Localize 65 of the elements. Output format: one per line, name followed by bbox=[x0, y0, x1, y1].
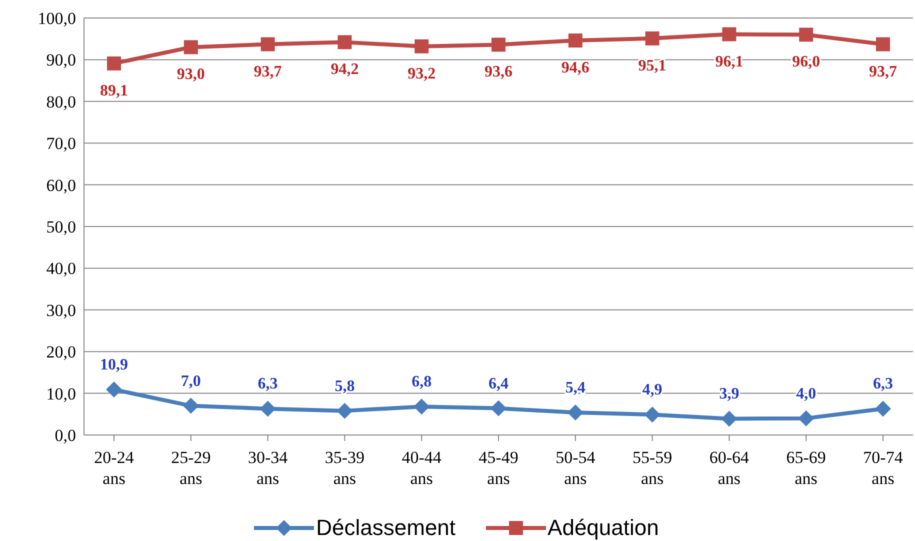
point bbox=[721, 410, 738, 427]
y-tick-label: 30,0 bbox=[46, 300, 76, 320]
point bbox=[107, 56, 121, 70]
point bbox=[568, 34, 582, 48]
point bbox=[490, 400, 506, 416]
x-tick-label: 65-69 ans bbox=[786, 448, 826, 488]
y-tick-label: 100,0 bbox=[38, 9, 76, 28]
point bbox=[492, 38, 506, 52]
point bbox=[876, 37, 890, 52]
data-label: 6,8 bbox=[412, 374, 432, 391]
x-tick-label: 50-54 ans bbox=[556, 448, 596, 488]
point bbox=[338, 35, 352, 50]
point bbox=[336, 402, 353, 419]
point bbox=[260, 37, 275, 52]
point bbox=[414, 398, 430, 415]
point bbox=[567, 404, 584, 420]
x-tick-label: 20-24 ans bbox=[94, 448, 134, 488]
data-label: 93,6 bbox=[484, 64, 512, 81]
point bbox=[182, 398, 199, 414]
x-tick-label: 60-64 ans bbox=[709, 448, 750, 488]
x-tick-label: 25-29 ans bbox=[171, 448, 211, 488]
data-label: 6,3 bbox=[258, 376, 278, 393]
y-tick-label: 10,0 bbox=[46, 384, 76, 404]
y-tick-label: 80,0 bbox=[46, 92, 76, 112]
data-label: 94,6 bbox=[561, 60, 590, 77]
y-tick-label: 0,0 bbox=[54, 426, 76, 446]
data-label: 7,0 bbox=[180, 372, 201, 390]
point bbox=[106, 382, 122, 398]
x-tick-label: 45-49 ans bbox=[478, 448, 518, 488]
point bbox=[875, 400, 891, 417]
data-label: 10,9 bbox=[100, 356, 128, 374]
point bbox=[644, 406, 660, 423]
data-label: 95,1 bbox=[638, 57, 666, 74]
y-tick-label: 20,0 bbox=[46, 342, 76, 362]
legend-label: Adéquation bbox=[548, 515, 659, 541]
data-label: 94,2 bbox=[330, 61, 359, 78]
x-tick-label: 30-34 ans bbox=[248, 448, 288, 488]
data-label: 93,0 bbox=[176, 66, 205, 84]
y-tick-label: 70,0 bbox=[46, 134, 76, 154]
x-tick-label: 55-59 ans bbox=[632, 448, 672, 488]
x-tick-label: 70-74 ans bbox=[863, 448, 904, 488]
data-label: 6,4 bbox=[488, 375, 508, 392]
y-tick-label: 90,0 bbox=[46, 50, 76, 70]
point bbox=[414, 39, 429, 54]
y-tick-label: 50,0 bbox=[46, 218, 76, 237]
data-label: 5,4 bbox=[565, 379, 586, 396]
data-label: 96,1 bbox=[715, 53, 744, 70]
point bbox=[645, 31, 660, 46]
data-label: 93,7 bbox=[254, 63, 282, 80]
point bbox=[799, 28, 814, 42]
data-label: 5,8 bbox=[334, 378, 355, 395]
point bbox=[184, 40, 198, 54]
data-label: 93,2 bbox=[408, 65, 436, 82]
data-label: 89,1 bbox=[100, 82, 128, 100]
legend-label: Déclassement bbox=[316, 515, 456, 541]
y-tick-label: 40,0 bbox=[46, 259, 76, 278]
data-label: 96,0 bbox=[792, 54, 820, 71]
x-tick-label: 40-44 ans bbox=[402, 448, 442, 488]
x-tick-label: 35-39 ans bbox=[324, 448, 365, 488]
data-label: 93,7 bbox=[869, 63, 897, 80]
point bbox=[798, 410, 814, 426]
data-label: 6,3 bbox=[873, 376, 893, 393]
point bbox=[260, 400, 276, 417]
y-tick-label: 60,0 bbox=[46, 176, 76, 195]
point bbox=[722, 27, 736, 42]
